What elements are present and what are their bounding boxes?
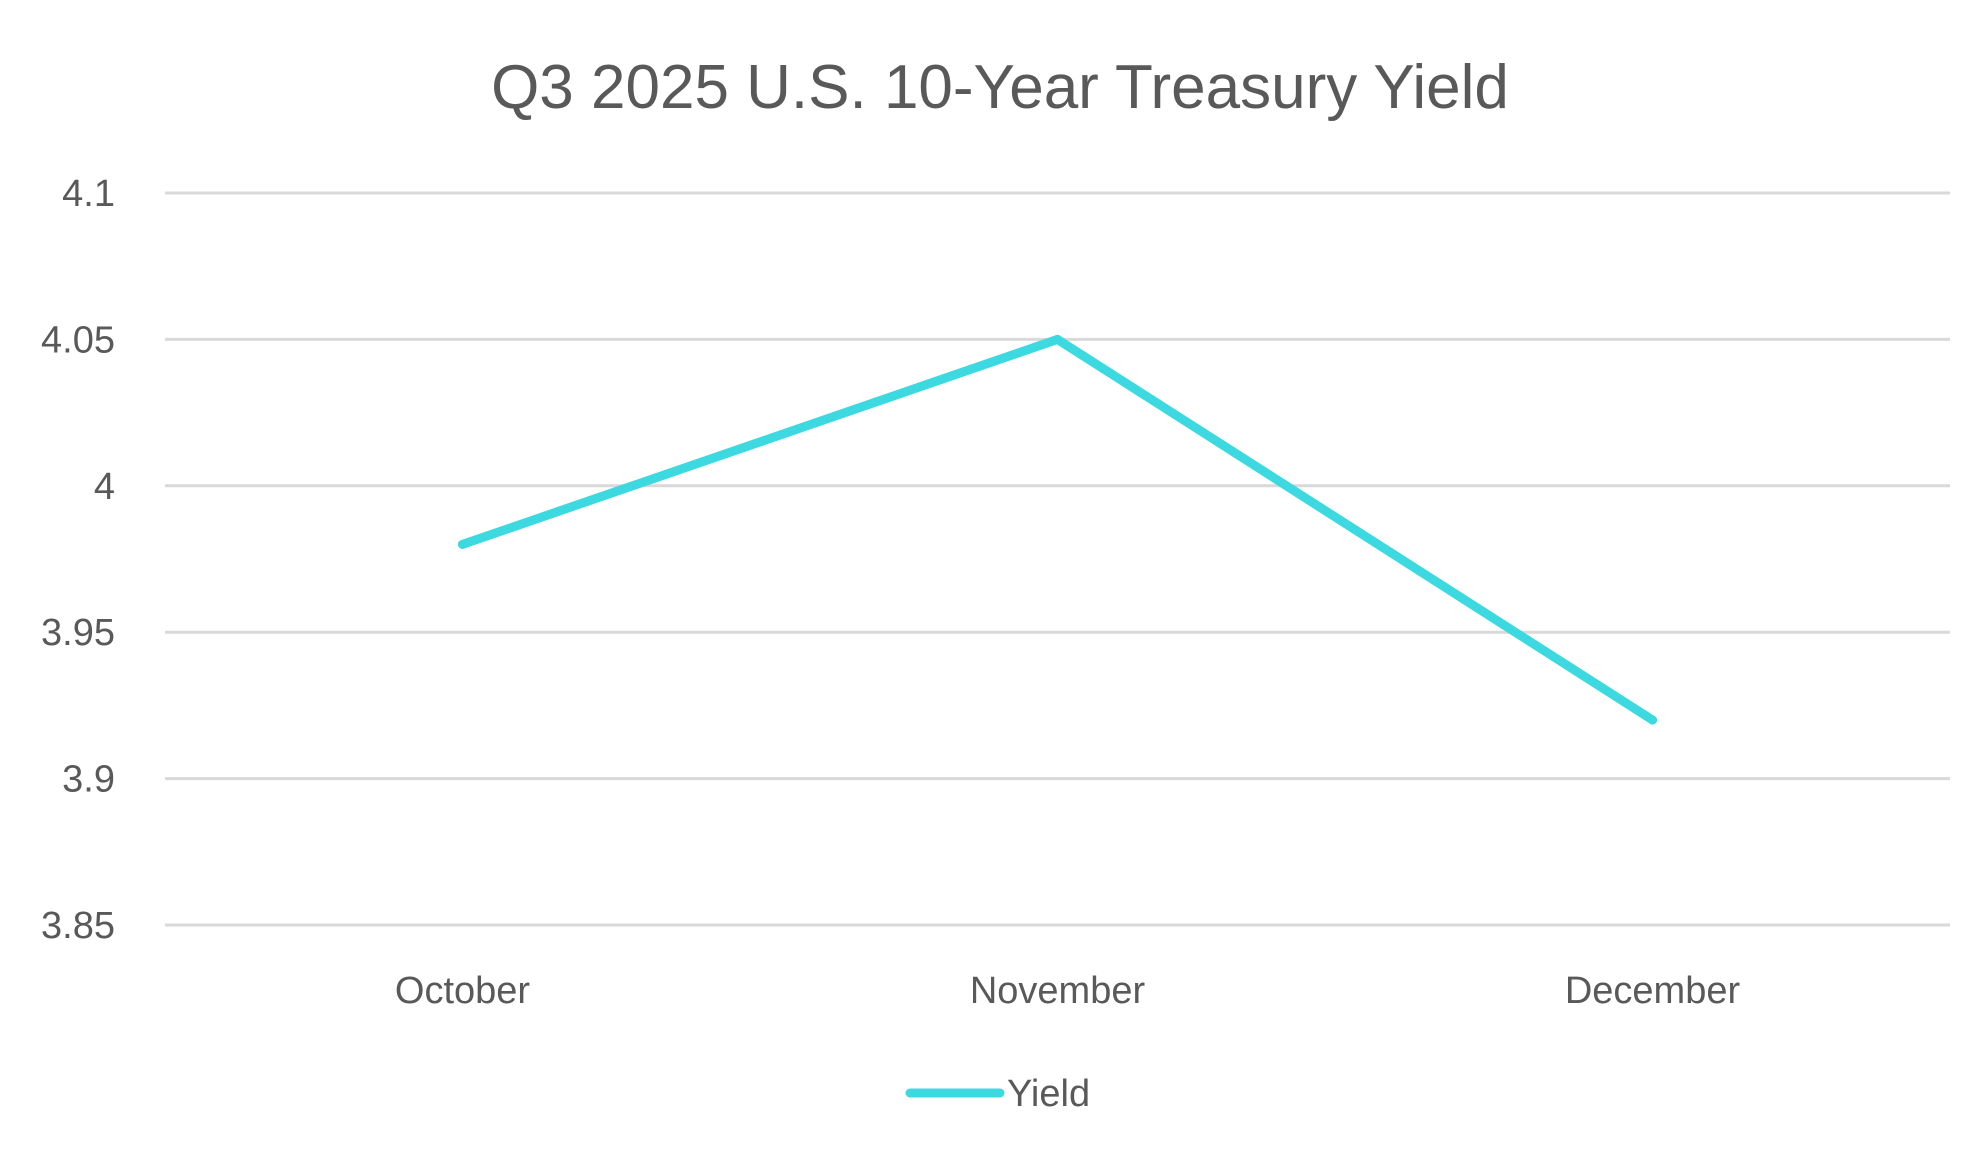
y-tick-label: 3.95 — [41, 612, 115, 654]
chart-title: Q3 2025 U.S. 10-Year Treasury Yield — [491, 53, 1509, 122]
x-tick-label: October — [395, 970, 531, 1012]
data-point — [458, 539, 467, 549]
x-tick-label: November — [970, 970, 1146, 1012]
gridlines — [165, 191, 1950, 927]
x-axis-ticks: October November December — [395, 970, 1741, 1012]
series-lines — [458, 334, 1657, 725]
x-tick-label: December — [1565, 970, 1741, 1012]
y-tick-label: 3.9 — [62, 759, 115, 801]
y-tick-label: 3.85 — [41, 905, 115, 947]
y-axis-ticks: 3.85 3.9 3.95 4 4.05 4.1 — [41, 173, 115, 947]
data-point — [1648, 715, 1657, 725]
legend: Yield — [905, 1073, 1090, 1115]
data-point — [1053, 334, 1062, 344]
y-tick-label: 4.05 — [41, 319, 115, 361]
y-tick-label: 4.1 — [62, 173, 115, 215]
y-tick-label: 4 — [94, 466, 115, 508]
legend-label: Yield — [1007, 1073, 1090, 1115]
